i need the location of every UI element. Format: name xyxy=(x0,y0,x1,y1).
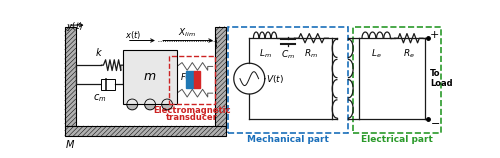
Circle shape xyxy=(162,99,172,110)
Text: To
Load: To Load xyxy=(430,69,452,88)
Text: $c_m$: $c_m$ xyxy=(92,92,106,104)
Text: $M$: $M$ xyxy=(65,138,75,149)
Text: transducer: transducer xyxy=(166,113,218,122)
Bar xyxy=(353,27,440,133)
Bar xyxy=(65,126,226,136)
Text: $X_{lim}$: $X_{lim}$ xyxy=(178,27,196,39)
Text: $L_e$: $L_e$ xyxy=(371,47,382,60)
Text: Electrical part: Electrical part xyxy=(361,135,433,144)
Bar xyxy=(170,56,215,104)
Circle shape xyxy=(127,99,138,110)
Bar xyxy=(101,79,115,90)
Text: +: + xyxy=(430,30,439,40)
Bar xyxy=(123,50,177,104)
Circle shape xyxy=(144,99,156,110)
Text: $L_m$: $L_m$ xyxy=(258,47,272,60)
Text: Electromagnetic: Electromagnetic xyxy=(154,106,231,115)
Text: $m$: $m$ xyxy=(144,70,156,83)
Text: $C_m$: $C_m$ xyxy=(281,49,295,61)
Text: $R_e$: $R_e$ xyxy=(403,47,414,60)
Bar xyxy=(65,27,76,127)
Bar xyxy=(228,27,348,133)
Text: $y(t)$: $y(t)$ xyxy=(66,20,83,33)
Text: Mechanical part: Mechanical part xyxy=(246,135,328,144)
Bar xyxy=(215,27,226,127)
Text: $x(t)$: $x(t)$ xyxy=(126,29,142,40)
Text: $k$: $k$ xyxy=(96,46,104,58)
Text: $V(t)$: $V(t)$ xyxy=(266,73,284,85)
Text: $-$: $-$ xyxy=(430,117,440,127)
Text: $F(t)$: $F(t)$ xyxy=(180,71,196,83)
Text: $R_m$: $R_m$ xyxy=(304,47,318,60)
Bar xyxy=(186,71,194,88)
Bar xyxy=(194,71,200,88)
